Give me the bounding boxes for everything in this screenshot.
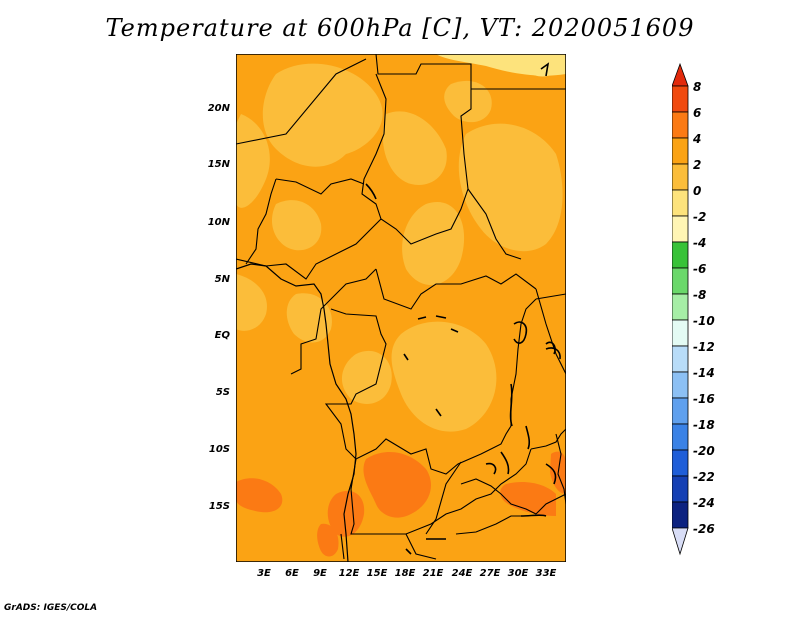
lat-label-5s: 5S — [215, 387, 230, 398]
colorbar-label: -18 — [693, 418, 715, 432]
colorbar-label: -6 — [693, 262, 707, 276]
map-title: Temperature at 600hPa [C], VT: 202005160… — [105, 14, 695, 42]
colorbar-label: 0 — [693, 184, 702, 198]
lon-label-30e: 30E — [507, 568, 529, 579]
lon-label-3e: 3E — [257, 568, 271, 579]
colorbar-band-6-4 — [672, 111, 689, 139]
colorbar-label: 8 — [693, 80, 702, 94]
colorbar-band-m10-m12 — [672, 319, 689, 347]
lon-label-9e: 9E — [313, 568, 327, 579]
colorbar-over-triangle — [672, 62, 689, 87]
credit-text: GrADS: IGES/COLA — [4, 603, 98, 613]
lon-label-27e: 27E — [479, 568, 501, 579]
colorbar-band-m12-m14 — [672, 345, 689, 373]
country-borders — [236, 54, 566, 560]
colorbar-band-m18-m20 — [672, 423, 689, 451]
colorbar-label: -24 — [693, 496, 715, 510]
colorbar-label: -20 — [693, 444, 715, 458]
lat-label-5n: 5N — [214, 274, 230, 285]
lat-label-10n: 10N — [207, 217, 230, 228]
colorbar-band-m20-m22 — [672, 449, 689, 477]
lon-label-33e: 33E — [535, 568, 557, 579]
colorbar-band-8-6 — [672, 85, 689, 113]
colorbar-band-0-m2 — [672, 189, 689, 217]
coastline — [236, 263, 357, 562]
lat-label-eq: EQ — [214, 330, 230, 341]
lon-label-15e: 15E — [366, 568, 388, 579]
colorbar-band-m4-m6 — [672, 241, 689, 269]
colorbar-label: 6 — [693, 106, 702, 120]
lon-label-6e: 6E — [285, 568, 299, 579]
lon-label-18e: 18E — [394, 568, 416, 579]
colorbar — [672, 62, 689, 556]
colorbar-label: -26 — [693, 522, 715, 536]
lat-label-15s: 15S — [208, 501, 230, 512]
colorbar-label: -8 — [693, 288, 707, 302]
colorbar-label: 2 — [693, 158, 702, 172]
colorbar-label: -22 — [693, 470, 715, 484]
colorbar-band-4-2 — [672, 137, 689, 165]
colorbar-band-m8-m10 — [672, 293, 689, 321]
colorbar-label: -14 — [693, 366, 715, 380]
lon-label-24e: 24E — [451, 568, 473, 579]
colorbar-label: -4 — [693, 236, 707, 250]
colorbar-band-m24-m26 — [672, 501, 689, 529]
temperature-map — [236, 54, 566, 562]
colorbar-label: -16 — [693, 392, 715, 406]
colorbar-label: -2 — [693, 210, 707, 224]
colorbar-band-m16-m18 — [672, 397, 689, 425]
lon-label-21e: 21E — [422, 568, 444, 579]
lat-label-15n: 15N — [207, 159, 230, 170]
colorbar-label: 4 — [693, 132, 702, 146]
field-0-to-2 — [236, 63, 563, 432]
lat-label-10s: 10S — [208, 444, 230, 455]
colorbar-label: -10 — [693, 314, 715, 328]
colorbar-band-m22-m24 — [672, 475, 689, 503]
colorbar-under-triangle — [672, 527, 689, 556]
lakes — [365, 62, 561, 555]
colorbar-band-2-0 — [672, 163, 689, 191]
lon-label-12e: 12E — [338, 568, 360, 579]
colorbar-band-m14-m16 — [672, 371, 689, 399]
lat-label-20n: 20N — [207, 103, 230, 114]
field-4-to-6 — [236, 451, 566, 557]
colorbar-label: -12 — [693, 340, 715, 354]
colorbar-band-m6-m8 — [672, 267, 689, 295]
colorbar-band-m2-m4 — [672, 215, 689, 243]
